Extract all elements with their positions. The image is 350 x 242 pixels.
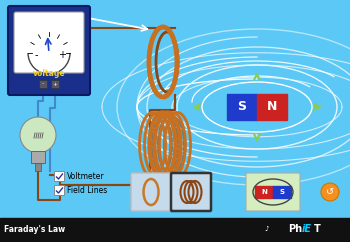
Text: N: N <box>267 100 277 113</box>
Bar <box>39 80 47 88</box>
FancyBboxPatch shape <box>55 172 64 182</box>
Circle shape <box>321 183 339 201</box>
Text: N: N <box>261 189 267 195</box>
FancyBboxPatch shape <box>131 173 171 211</box>
Text: Ph: Ph <box>288 224 302 234</box>
Text: ↺: ↺ <box>326 187 334 197</box>
FancyBboxPatch shape <box>8 6 90 95</box>
Bar <box>227 94 257 120</box>
Bar <box>51 80 59 88</box>
Text: voltage: voltage <box>33 68 65 77</box>
Text: +: + <box>58 50 66 60</box>
Text: Voltmeter: Voltmeter <box>67 172 105 181</box>
Bar <box>257 94 287 120</box>
Text: Faraday's Law: Faraday's Law <box>4 225 65 234</box>
Text: T: T <box>314 224 321 234</box>
FancyBboxPatch shape <box>246 173 300 211</box>
Circle shape <box>20 117 56 153</box>
FancyBboxPatch shape <box>14 12 84 73</box>
Text: iE: iE <box>302 224 312 234</box>
Bar <box>35 163 41 171</box>
Text: -: - <box>42 82 44 86</box>
Text: Field Lines: Field Lines <box>67 186 107 195</box>
FancyBboxPatch shape <box>171 173 211 211</box>
Text: +: + <box>52 82 57 86</box>
Text: -: - <box>34 50 38 60</box>
Bar <box>0 218 350 242</box>
Text: S: S <box>238 100 246 113</box>
Text: ♪: ♪ <box>264 226 268 232</box>
FancyBboxPatch shape <box>55 186 64 196</box>
Bar <box>255 186 273 198</box>
Text: S: S <box>280 189 285 195</box>
Bar <box>31 151 45 163</box>
Bar <box>273 186 291 198</box>
